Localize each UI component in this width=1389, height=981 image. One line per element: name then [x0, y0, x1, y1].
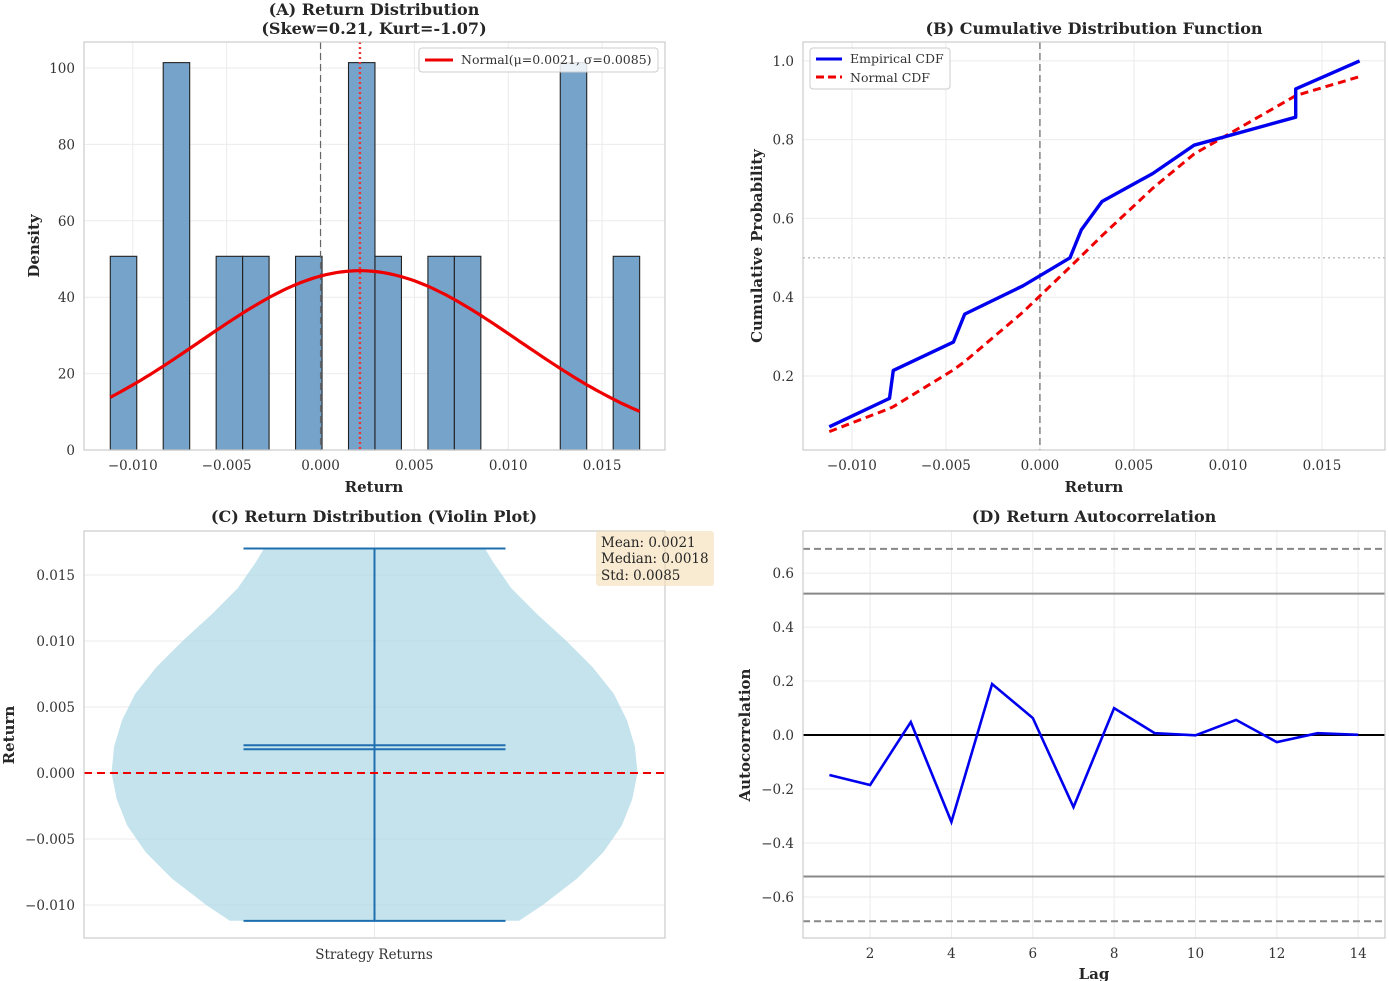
x-tick-label: 10 [1187, 946, 1204, 962]
x-tick-label: 0.015 [1303, 458, 1342, 474]
y-tick-label: 20 [58, 367, 75, 383]
legend-box [809, 47, 951, 90]
y-tick-label: 60 [58, 214, 75, 230]
panel-a-subtitle: (Skew=0.21, Kurt=-1.07) [261, 19, 486, 38]
x-tick-label: 0.005 [395, 458, 434, 474]
y-tick-label: 40 [58, 290, 75, 306]
panel-b-ylabel: Cumulative Probability [748, 148, 766, 343]
y-tick-label: 0.6 [773, 211, 794, 227]
panel-d-xlabel: Lag [1079, 965, 1110, 981]
x-tick-label: −0.010 [827, 458, 877, 474]
x-tick-label: 12 [1268, 946, 1285, 962]
histogram-bar [162, 62, 191, 451]
legend-label-empirical: Empirical CDF [850, 51, 944, 66]
legend-label-normal-cdf: Normal CDF [850, 70, 930, 85]
y-tick-label: −0.4 [761, 836, 794, 852]
histogram-bar [242, 255, 270, 451]
y-tick-label: 0.015 [36, 568, 75, 584]
panel-d-title: (D) Return Autocorrelation [972, 507, 1217, 526]
empirical-cdf-line [828, 59, 1361, 429]
panel-a-frame [83, 41, 666, 451]
panel-b-frame [802, 41, 1386, 451]
normal-cdf-line [828, 75, 1361, 434]
y-tick-label: 0.0 [773, 728, 794, 744]
histogram-bar [109, 255, 138, 451]
y-tick-label: 0.8 [773, 133, 794, 149]
x-tick-label: 2 [866, 946, 875, 962]
x-tick-label: −0.010 [108, 458, 158, 474]
y-tick-label: 0.2 [773, 369, 794, 385]
panel-b-legend: Empirical CDF Normal CDF [809, 47, 951, 90]
stat-mean: Mean: 0.0021 [601, 535, 696, 551]
x-tick-label: 0.010 [1209, 458, 1248, 474]
panel-d-ylabel: Autocorrelation [736, 668, 754, 802]
panel-c-ylabel: Return [0, 706, 18, 765]
autocorrelation-line [829, 681, 1359, 826]
panel-c-frame [83, 530, 666, 939]
histogram-bar [347, 62, 376, 451]
y-tick-label: 100 [49, 61, 75, 77]
stats-box [596, 531, 714, 586]
y-tick-label: 0.2 [773, 674, 794, 690]
y-tick-label: −0.010 [25, 898, 75, 914]
legend-box [418, 47, 659, 73]
panel-a-ylabel: Density [25, 213, 43, 278]
x-tick-label: −0.005 [202, 458, 252, 474]
histogram-bar [427, 255, 455, 451]
panel-a-title: (A) Return Distribution [269, 0, 480, 19]
y-tick-label: −0.6 [761, 890, 794, 906]
y-tick-label: 80 [58, 137, 75, 153]
y-tick-label: 0.010 [36, 634, 75, 650]
stat-std: Std: 0.0085 [601, 568, 680, 584]
x-tick-label: 0.010 [489, 458, 528, 474]
x-tick-label: 0.000 [301, 458, 340, 474]
panel-a-legend: Normal(μ=0.0021, σ=0.0085) [418, 47, 659, 73]
y-tick-label: 0 [66, 443, 75, 459]
x-tick-label: 8 [1110, 946, 1119, 962]
panel-c-violin: (C) Return Distribution (Violin Plot) −0… [0, 507, 714, 963]
histogram-bar [612, 255, 641, 451]
histogram-bar [559, 62, 588, 451]
histogram-bar [453, 255, 482, 451]
x-tick-label: 0.000 [1021, 458, 1060, 474]
histogram-bar [215, 255, 244, 451]
panel-b-xlabel: Return [1065, 478, 1124, 496]
histogram-bar [374, 255, 402, 451]
panel-d-frame [802, 530, 1386, 939]
panel-c-title: (C) Return Distribution (Violin Plot) [211, 507, 537, 526]
panel-a-histogram: (A) Return Distribution (Skew=0.21, Kurt… [25, 0, 666, 496]
histogram-bar [295, 255, 323, 451]
x-tick-label: 6 [1028, 946, 1037, 962]
x-tick-label: −0.005 [921, 458, 971, 474]
y-tick-label: 0.6 [773, 566, 794, 582]
x-tick-label: 0.005 [1115, 458, 1154, 474]
panel-b-cdf: (B) Cumulative Distribution Function −0.… [748, 19, 1386, 496]
panel-b-title: (B) Cumulative Distribution Function [925, 19, 1262, 38]
normal-fit-curve [109, 269, 641, 413]
x-tick-label: 4 [947, 946, 956, 962]
x-tick-label: 0.015 [583, 458, 622, 474]
y-tick-label: 0.4 [773, 290, 794, 306]
y-tick-label: −0.2 [761, 782, 794, 798]
x-tick-label: 14 [1350, 946, 1367, 962]
panel-c-xtick-label: Strategy Returns [315, 947, 433, 963]
panel-d-autocorrelation: (D) Return Autocorrelation 2 4 6 8 10 12 14 −0.… [736, 507, 1386, 981]
stat-median: Median: 0.0018 [601, 551, 709, 567]
y-tick-label: 0.000 [36, 766, 75, 782]
panel-a-xlabel: Return [345, 478, 404, 496]
y-tick-label: −0.005 [25, 832, 75, 848]
y-tick-label: 0.4 [773, 620, 794, 636]
y-tick-label: 0.005 [36, 700, 75, 716]
stats-annotation: Mean: 0.0021 Median: 0.0018 Std: 0.0085 [596, 531, 714, 586]
legend-label-normal: Normal(μ=0.0021, σ=0.0085) [461, 52, 652, 67]
y-tick-label: 1.0 [773, 54, 794, 70]
